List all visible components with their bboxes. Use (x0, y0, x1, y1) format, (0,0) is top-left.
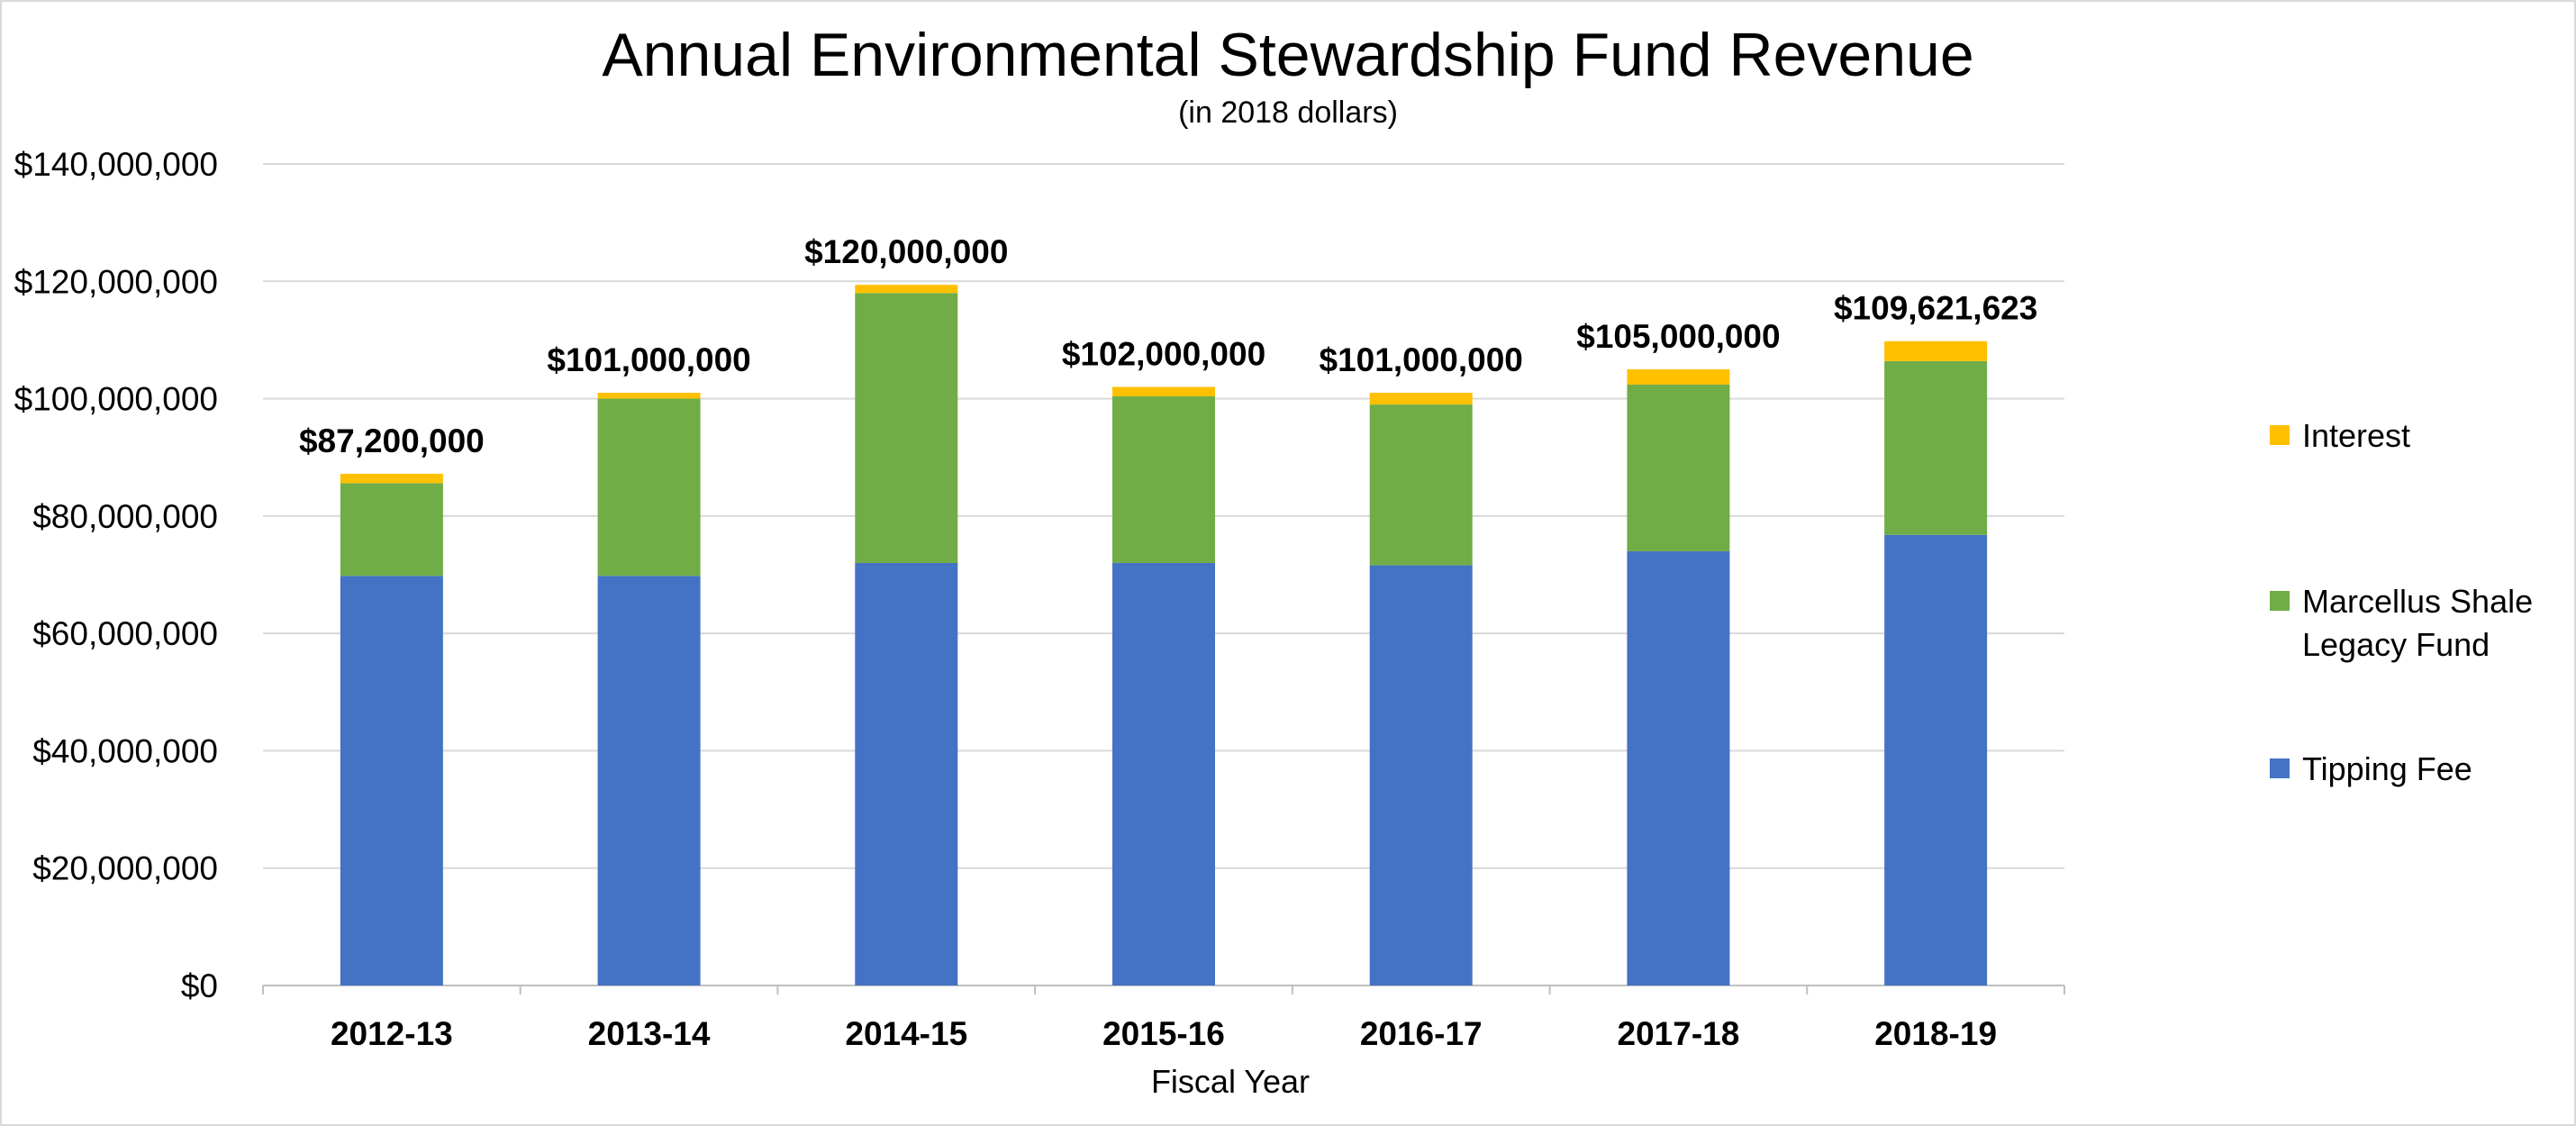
bar-tipping-fee (340, 576, 443, 985)
legend-swatch-marcellus-shale-legacy-fund (2270, 591, 2290, 611)
legend-label-marcellus-shale-legacy-fund: Marcellus Shale Legacy Fund (2302, 583, 2534, 663)
bar-tipping-fee (855, 562, 958, 985)
bar-marcellus-shale-legacy-fund (1627, 384, 1730, 551)
bar-interest (1884, 341, 1988, 361)
bar-interest (1112, 386, 1215, 396)
bar-tipping-fee (1112, 562, 1215, 985)
bar-interest (855, 285, 958, 294)
x-tick-label: 2015-16 (1102, 1015, 1225, 1052)
y-tick-label: $120,000,000 (14, 263, 218, 300)
legend-label-interest: Interest (2302, 417, 2411, 454)
x-axis-title: Fiscal Year (1150, 1063, 1311, 1100)
x-tick-label: 2016-17 (1360, 1015, 1483, 1052)
bar-marcellus-shale-legacy-fund (855, 293, 958, 563)
bar-tipping-fee (1884, 534, 1988, 985)
bar-interest (1369, 393, 1473, 405)
total-data-label: $87,200,000 (299, 422, 485, 459)
bar-tipping-fee (1627, 550, 1730, 985)
y-tick-label: $140,000,000 (14, 146, 218, 183)
legend-swatch-interest (2270, 425, 2290, 445)
total-data-label: $101,000,000 (547, 341, 750, 378)
bar-marcellus-shale-legacy-fund (1369, 404, 1473, 566)
x-tick-label: 2013-14 (588, 1015, 711, 1052)
bar-tipping-fee (1369, 565, 1473, 985)
legend-label-tipping-fee: Tipping Fee (2302, 750, 2472, 787)
y-tick-label: $20,000,000 (32, 850, 218, 887)
legend-item-marcellus-shale-legacy-fund: Marcellus Shale Legacy Fund (2270, 580, 2536, 667)
x-tick-label: 2017-18 (1618, 1015, 1740, 1052)
x-tick-label: 2018-19 (1874, 1015, 1997, 1052)
bar-tipping-fee (597, 576, 701, 985)
legend-item-tipping-fee: Tipping Fee (2270, 748, 2536, 791)
bar-interest (340, 473, 443, 484)
bar-interest (1627, 369, 1730, 385)
y-tick-label: $60,000,000 (32, 615, 218, 652)
y-tick-label: $0 (181, 967, 218, 1004)
y-tick-label: $40,000,000 (32, 732, 218, 769)
legend-item-interest: Interest (2270, 414, 2536, 458)
total-data-label: $120,000,000 (804, 233, 1008, 270)
y-tick-label: $80,000,000 (32, 498, 218, 535)
y-tick-label: $100,000,000 (14, 381, 218, 418)
total-data-label: $105,000,000 (1576, 318, 1780, 355)
total-data-label: $102,000,000 (1062, 336, 1265, 373)
bar-marcellus-shale-legacy-fund (1884, 360, 1988, 535)
chart-subtitle: (in 2018 dollars) (1178, 95, 1398, 130)
bar-interest (597, 393, 701, 399)
chart-title: Annual Environmental Stewardship Fund Re… (602, 21, 1974, 89)
legend: Interest Marcellus Shale Legacy Fund Tip… (2270, 0, 2558, 1126)
x-tick-label: 2012-13 (331, 1015, 453, 1052)
total-data-label: $109,621,623 (1834, 290, 2037, 327)
bar-marcellus-shale-legacy-fund (340, 483, 443, 577)
bar-marcellus-shale-legacy-fund (597, 398, 701, 577)
total-data-label: $101,000,000 (1320, 341, 1523, 378)
x-tick-label: 2014-15 (845, 1015, 967, 1052)
bar-marcellus-shale-legacy-fund (1112, 395, 1215, 563)
legend-swatch-tipping-fee (2270, 758, 2290, 778)
